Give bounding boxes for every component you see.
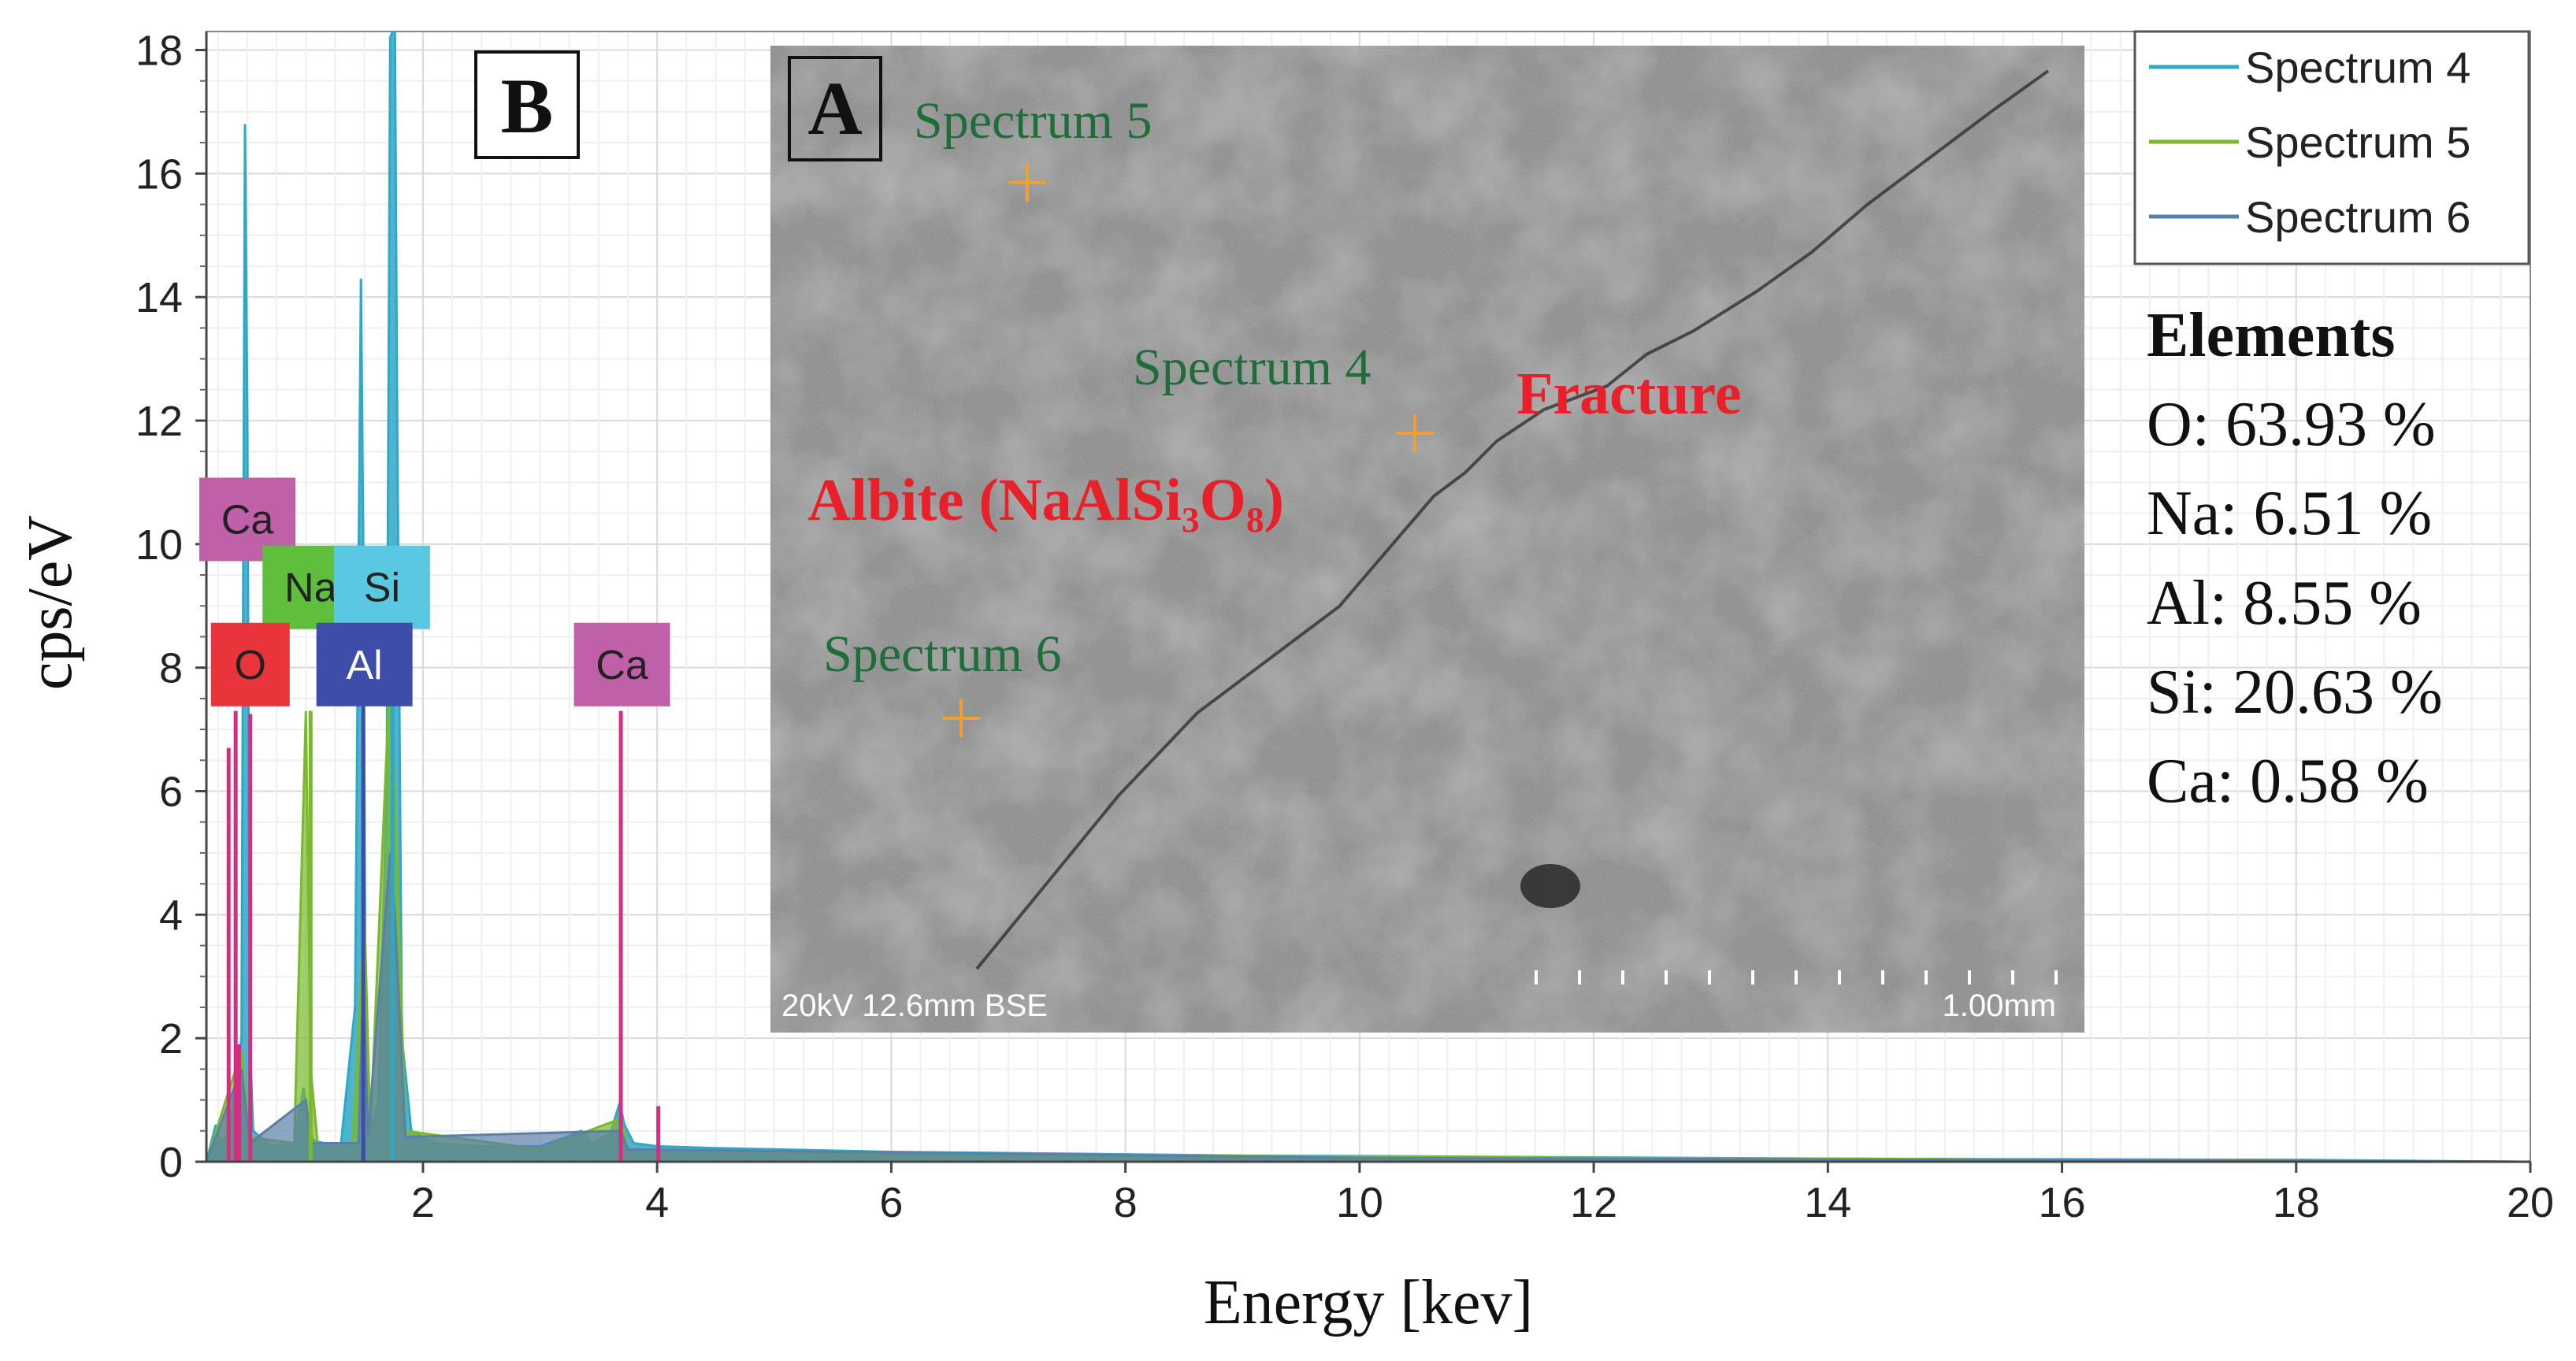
element-label-text-ca: Ca bbox=[596, 643, 648, 688]
panel-b-badge: B bbox=[474, 50, 580, 159]
y-tick-label: 4 bbox=[159, 892, 183, 939]
series-spectrum-6 bbox=[206, 852, 2519, 1162]
spectrum-6-label: Spectrum 6 bbox=[823, 625, 1061, 683]
element-label-text-al: Al bbox=[347, 643, 383, 688]
element-label-box-ca bbox=[573, 622, 670, 706]
legend-label-spectrum-5: Spectrum 5 bbox=[2245, 117, 2470, 167]
sem-image-background bbox=[770, 46, 2084, 1033]
elements-composition: Elements O: 63.93 % Na: 6.51 % Al: 8.55 … bbox=[2147, 301, 2443, 816]
y-axis-ticks: 0 2 4 6 8 10 12 14 16 18 bbox=[135, 28, 206, 1186]
spectrum-5-label: Spectrum 5 bbox=[914, 92, 1152, 150]
y-tick-label: 12 bbox=[135, 398, 183, 445]
element-label-box-o bbox=[210, 622, 290, 706]
sem-caption-right: 1.00mm bbox=[1943, 988, 2057, 1023]
element-label-text-o: O bbox=[235, 643, 266, 688]
x-tick-label: 16 bbox=[2039, 1179, 2086, 1226]
x-tick-label: 10 bbox=[1336, 1179, 1383, 1226]
element-label-box-al bbox=[316, 622, 413, 706]
element-marker-lines bbox=[226, 606, 661, 1162]
element-label-text-ca: Ca bbox=[221, 497, 274, 543]
legend: Spectrum 4 Spectrum 5 Spectrum 6 bbox=[2133, 30, 2530, 265]
panel-b-letter: B bbox=[501, 62, 554, 150]
x-axis-ticks: 2 4 6 8 10 12 14 16 18 20 bbox=[411, 1162, 2554, 1226]
albite-label: Albite (NaAlSi₃O₈) bbox=[807, 467, 1284, 533]
y-tick-label: 6 bbox=[159, 769, 183, 816]
element-line-na: Na: 6.51 % bbox=[2147, 479, 2432, 548]
spectrum-5-marker bbox=[1008, 164, 1046, 202]
x-tick-label: 4 bbox=[645, 1179, 669, 1226]
x-tick-label: 12 bbox=[1570, 1179, 1617, 1226]
y-tick-label: 10 bbox=[135, 521, 183, 569]
panel-a-letter: A bbox=[807, 66, 862, 150]
x-tick-label: 6 bbox=[879, 1179, 903, 1226]
spectrum-4-marker bbox=[1396, 414, 1434, 452]
element-line-si: Si: 20.63 % bbox=[2147, 658, 2443, 727]
dark-pore bbox=[1520, 864, 1580, 908]
x-tick-label: 8 bbox=[1114, 1179, 1138, 1226]
legend-box bbox=[2133, 30, 2530, 265]
sem-caption-left: 20kV 12.6mm BSE bbox=[781, 988, 1048, 1023]
scale-bar bbox=[1535, 970, 2058, 985]
fracture-label: Fracture bbox=[1516, 361, 1742, 427]
y-tick-label: 14 bbox=[135, 274, 183, 321]
sem-inset-image: A Spectrum 5 Spectrum 4 Spectrum 6 Fract… bbox=[770, 46, 2084, 1033]
element-line-ca: Ca: 0.58 % bbox=[2147, 747, 2429, 816]
element-label-text-si: Si bbox=[364, 566, 400, 611]
legend-label-spectrum-6: Spectrum 6 bbox=[2245, 192, 2470, 242]
y-tick-label: 18 bbox=[135, 28, 183, 75]
x-tick-label: 2 bbox=[411, 1179, 435, 1226]
y-tick-label: 0 bbox=[159, 1139, 183, 1186]
element-label-box-si bbox=[333, 545, 430, 629]
y-tick-label: 16 bbox=[135, 150, 183, 198]
y-tick-label: 8 bbox=[159, 645, 183, 692]
x-tick-label: 20 bbox=[2507, 1179, 2554, 1226]
spectrum-4-label: Spectrum 4 bbox=[1133, 339, 1371, 396]
x-axis-title: Energy [kev] bbox=[1204, 1268, 1533, 1337]
fracture-line bbox=[975, 69, 2050, 970]
element-line-al: Al: 8.55 % bbox=[2147, 569, 2422, 638]
x-tick-label: 14 bbox=[1804, 1179, 1851, 1226]
element-label-text-na: Na bbox=[284, 566, 337, 611]
x-tick-label: 18 bbox=[2273, 1179, 2320, 1226]
y-tick-label: 2 bbox=[159, 1015, 183, 1062]
spectrum-6-marker bbox=[942, 699, 980, 737]
legend-label-spectrum-4: Spectrum 4 bbox=[2245, 43, 2470, 92]
elements-title: Elements bbox=[2147, 301, 2396, 370]
element-line-o: O: 63.93 % bbox=[2147, 390, 2436, 459]
y-axis-title: cps/eV bbox=[16, 515, 85, 690]
